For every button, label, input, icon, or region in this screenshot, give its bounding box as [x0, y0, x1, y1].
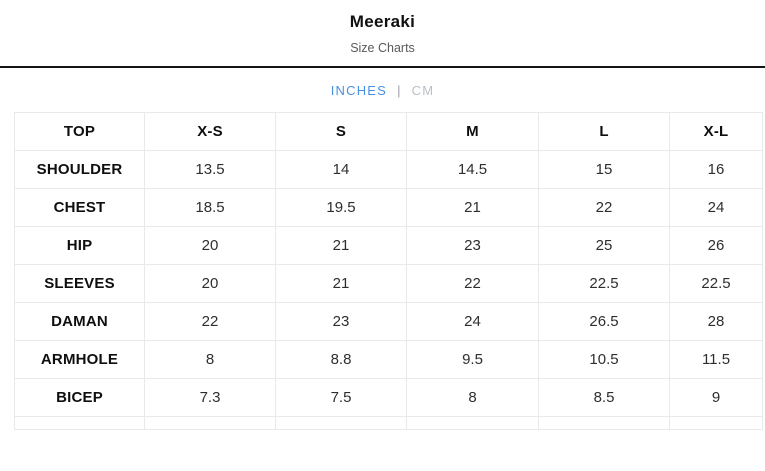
cell-value: 8.5 — [538, 378, 670, 417]
cell-value: 16 — [669, 150, 763, 189]
table-row-armhole: ARMHOLE 8 8.8 9.5 10.5 11.5 — [14, 340, 763, 379]
unit-separator: | — [397, 82, 402, 98]
row-label: BICEP — [14, 378, 145, 417]
cell-value: 23 — [406, 226, 539, 265]
cell-value: 19.5 — [275, 188, 407, 227]
cell-value: 18.5 — [144, 188, 276, 227]
column-header-s: S — [275, 112, 407, 151]
empty-cell — [669, 416, 763, 430]
cell-value: 10.5 — [538, 340, 670, 379]
cell-value: 20 — [144, 264, 276, 303]
row-label: SHOULDER — [14, 150, 145, 189]
table-header-row: TOP X-S S M L X-L — [14, 112, 763, 151]
row-label: DAMAN — [14, 302, 145, 341]
table-row-daman: DAMAN 22 23 24 26.5 28 — [14, 302, 763, 341]
table-row-bicep: BICEP 7.3 7.5 8 8.5 9 — [14, 378, 763, 417]
cell-value: 24 — [669, 188, 763, 227]
empty-cell — [14, 416, 145, 430]
unit-toggle: INCHES | CM — [0, 68, 765, 112]
cell-value: 22.5 — [538, 264, 670, 303]
cell-value: 24 — [406, 302, 539, 341]
cell-value: 26 — [669, 226, 763, 265]
cell-value: 22 — [144, 302, 276, 341]
row-label: HIP — [14, 226, 145, 265]
cell-value: 23 — [275, 302, 407, 341]
column-header-l: L — [538, 112, 670, 151]
row-label: SLEEVES — [14, 264, 145, 303]
column-header-xl: X-L — [669, 112, 763, 151]
size-chart-table: TOP X-S S M L X-L SHOULDER 13.5 14 14.5 … — [14, 112, 763, 430]
cell-value: 9.5 — [406, 340, 539, 379]
cell-value: 7.5 — [275, 378, 407, 417]
size-chart-header: Meeraki Size Charts — [0, 0, 765, 68]
cell-value: 8.8 — [275, 340, 407, 379]
cell-value: 14.5 — [406, 150, 539, 189]
cell-value: 21 — [275, 264, 407, 303]
table-empty-row — [14, 416, 763, 430]
cell-value: 28 — [669, 302, 763, 341]
page-subtitle: Size Charts — [350, 41, 415, 55]
cell-value: 13.5 — [144, 150, 276, 189]
empty-cell — [144, 416, 276, 430]
empty-cell — [538, 416, 670, 430]
row-label: ARMHOLE — [14, 340, 145, 379]
cell-value: 7.3 — [144, 378, 276, 417]
unit-tab-inches[interactable]: INCHES — [330, 82, 388, 98]
table-row-sleeves: SLEEVES 20 21 22 22.5 22.5 — [14, 264, 763, 303]
cell-value: 25 — [538, 226, 670, 265]
empty-cell — [275, 416, 407, 430]
unit-tab-cm[interactable]: CM — [411, 82, 435, 98]
brand-title: Meeraki — [349, 12, 416, 31]
table-row-chest: CHEST 18.5 19.5 21 22 24 — [14, 188, 763, 227]
cell-value: 9 — [669, 378, 763, 417]
cell-value: 21 — [406, 188, 539, 227]
cell-value: 20 — [144, 226, 276, 265]
cell-value: 14 — [275, 150, 407, 189]
cell-value: 11.5 — [669, 340, 763, 379]
row-label: CHEST — [14, 188, 145, 227]
cell-value: 21 — [275, 226, 407, 265]
cell-value: 8 — [406, 378, 539, 417]
cell-value: 15 — [538, 150, 670, 189]
column-header-m: M — [406, 112, 539, 151]
cell-value: 22 — [406, 264, 539, 303]
table-row-shoulder: SHOULDER 13.5 14 14.5 15 16 — [14, 150, 763, 189]
column-header-top: TOP — [14, 112, 145, 151]
cell-value: 22 — [538, 188, 670, 227]
table-row-hip: HIP 20 21 23 25 26 — [14, 226, 763, 265]
cell-value: 8 — [144, 340, 276, 379]
cell-value: 22.5 — [669, 264, 763, 303]
column-header-xs: X-S — [144, 112, 276, 151]
cell-value: 26.5 — [538, 302, 670, 341]
empty-cell — [406, 416, 539, 430]
